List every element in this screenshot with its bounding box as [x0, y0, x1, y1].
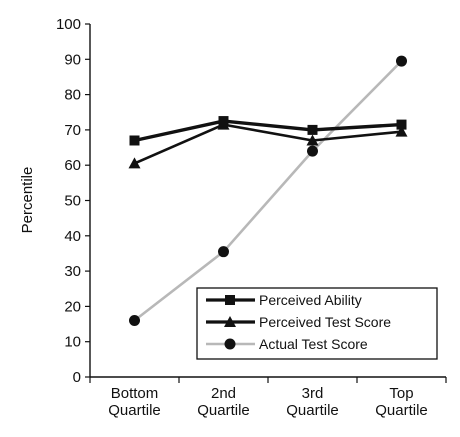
y-tick-label: 0: [73, 369, 81, 386]
y-tick-label: 80: [64, 87, 81, 104]
data-point: [396, 119, 407, 130]
series-line: [133, 60, 403, 322]
data-point: [307, 124, 318, 135]
data-point: [306, 134, 319, 146]
series-layer: [128, 55, 408, 327]
data-point: [218, 246, 229, 258]
legend-label: Perceived Ability: [259, 292, 362, 308]
legend-marker: [224, 338, 236, 350]
y-axis-label: Percentile: [19, 167, 36, 234]
data-point: [396, 55, 407, 67]
y-tick-label: 60: [64, 157, 81, 174]
data-point: [218, 116, 229, 127]
series-line: [133, 123, 402, 165]
y-tick-label: 100: [56, 16, 81, 33]
y-tick-label: 40: [64, 228, 81, 245]
legend-label: Actual Test Score: [259, 336, 368, 352]
series-circle: [129, 55, 407, 327]
y-tick-label: 90: [64, 51, 81, 68]
legend-label: Perceived Test Score: [259, 314, 391, 330]
data-point: [307, 145, 318, 157]
x-tick-label: Top Quartile: [375, 385, 428, 419]
legend-marker: [224, 316, 236, 327]
legend: Perceived Ability Perceived Test Score Act…: [196, 287, 438, 360]
x-tick-label: 2nd Quartile: [197, 385, 250, 419]
x-tick-label: 3rd Quartile: [286, 385, 339, 419]
y-tick-label: 50: [64, 193, 81, 210]
data-point: [395, 125, 408, 137]
data-point: [128, 157, 141, 169]
y-tick-label: 10: [64, 334, 81, 351]
axes: 0 10 20 30 40 50 60 70 80 90 100 Bottom Quartile 2nd Q…: [56, 16, 447, 419]
y-tick-label: 30: [64, 263, 81, 280]
series-square: [129, 116, 407, 146]
x-tick-label: Bottom Quartile: [108, 385, 161, 419]
y-tick-label: 20: [64, 298, 81, 315]
legend-marker: [225, 295, 235, 305]
y-tick-label: 70: [64, 122, 81, 139]
data-point: [129, 135, 140, 146]
data-point: [129, 315, 140, 327]
series-line: [134, 119, 402, 143]
